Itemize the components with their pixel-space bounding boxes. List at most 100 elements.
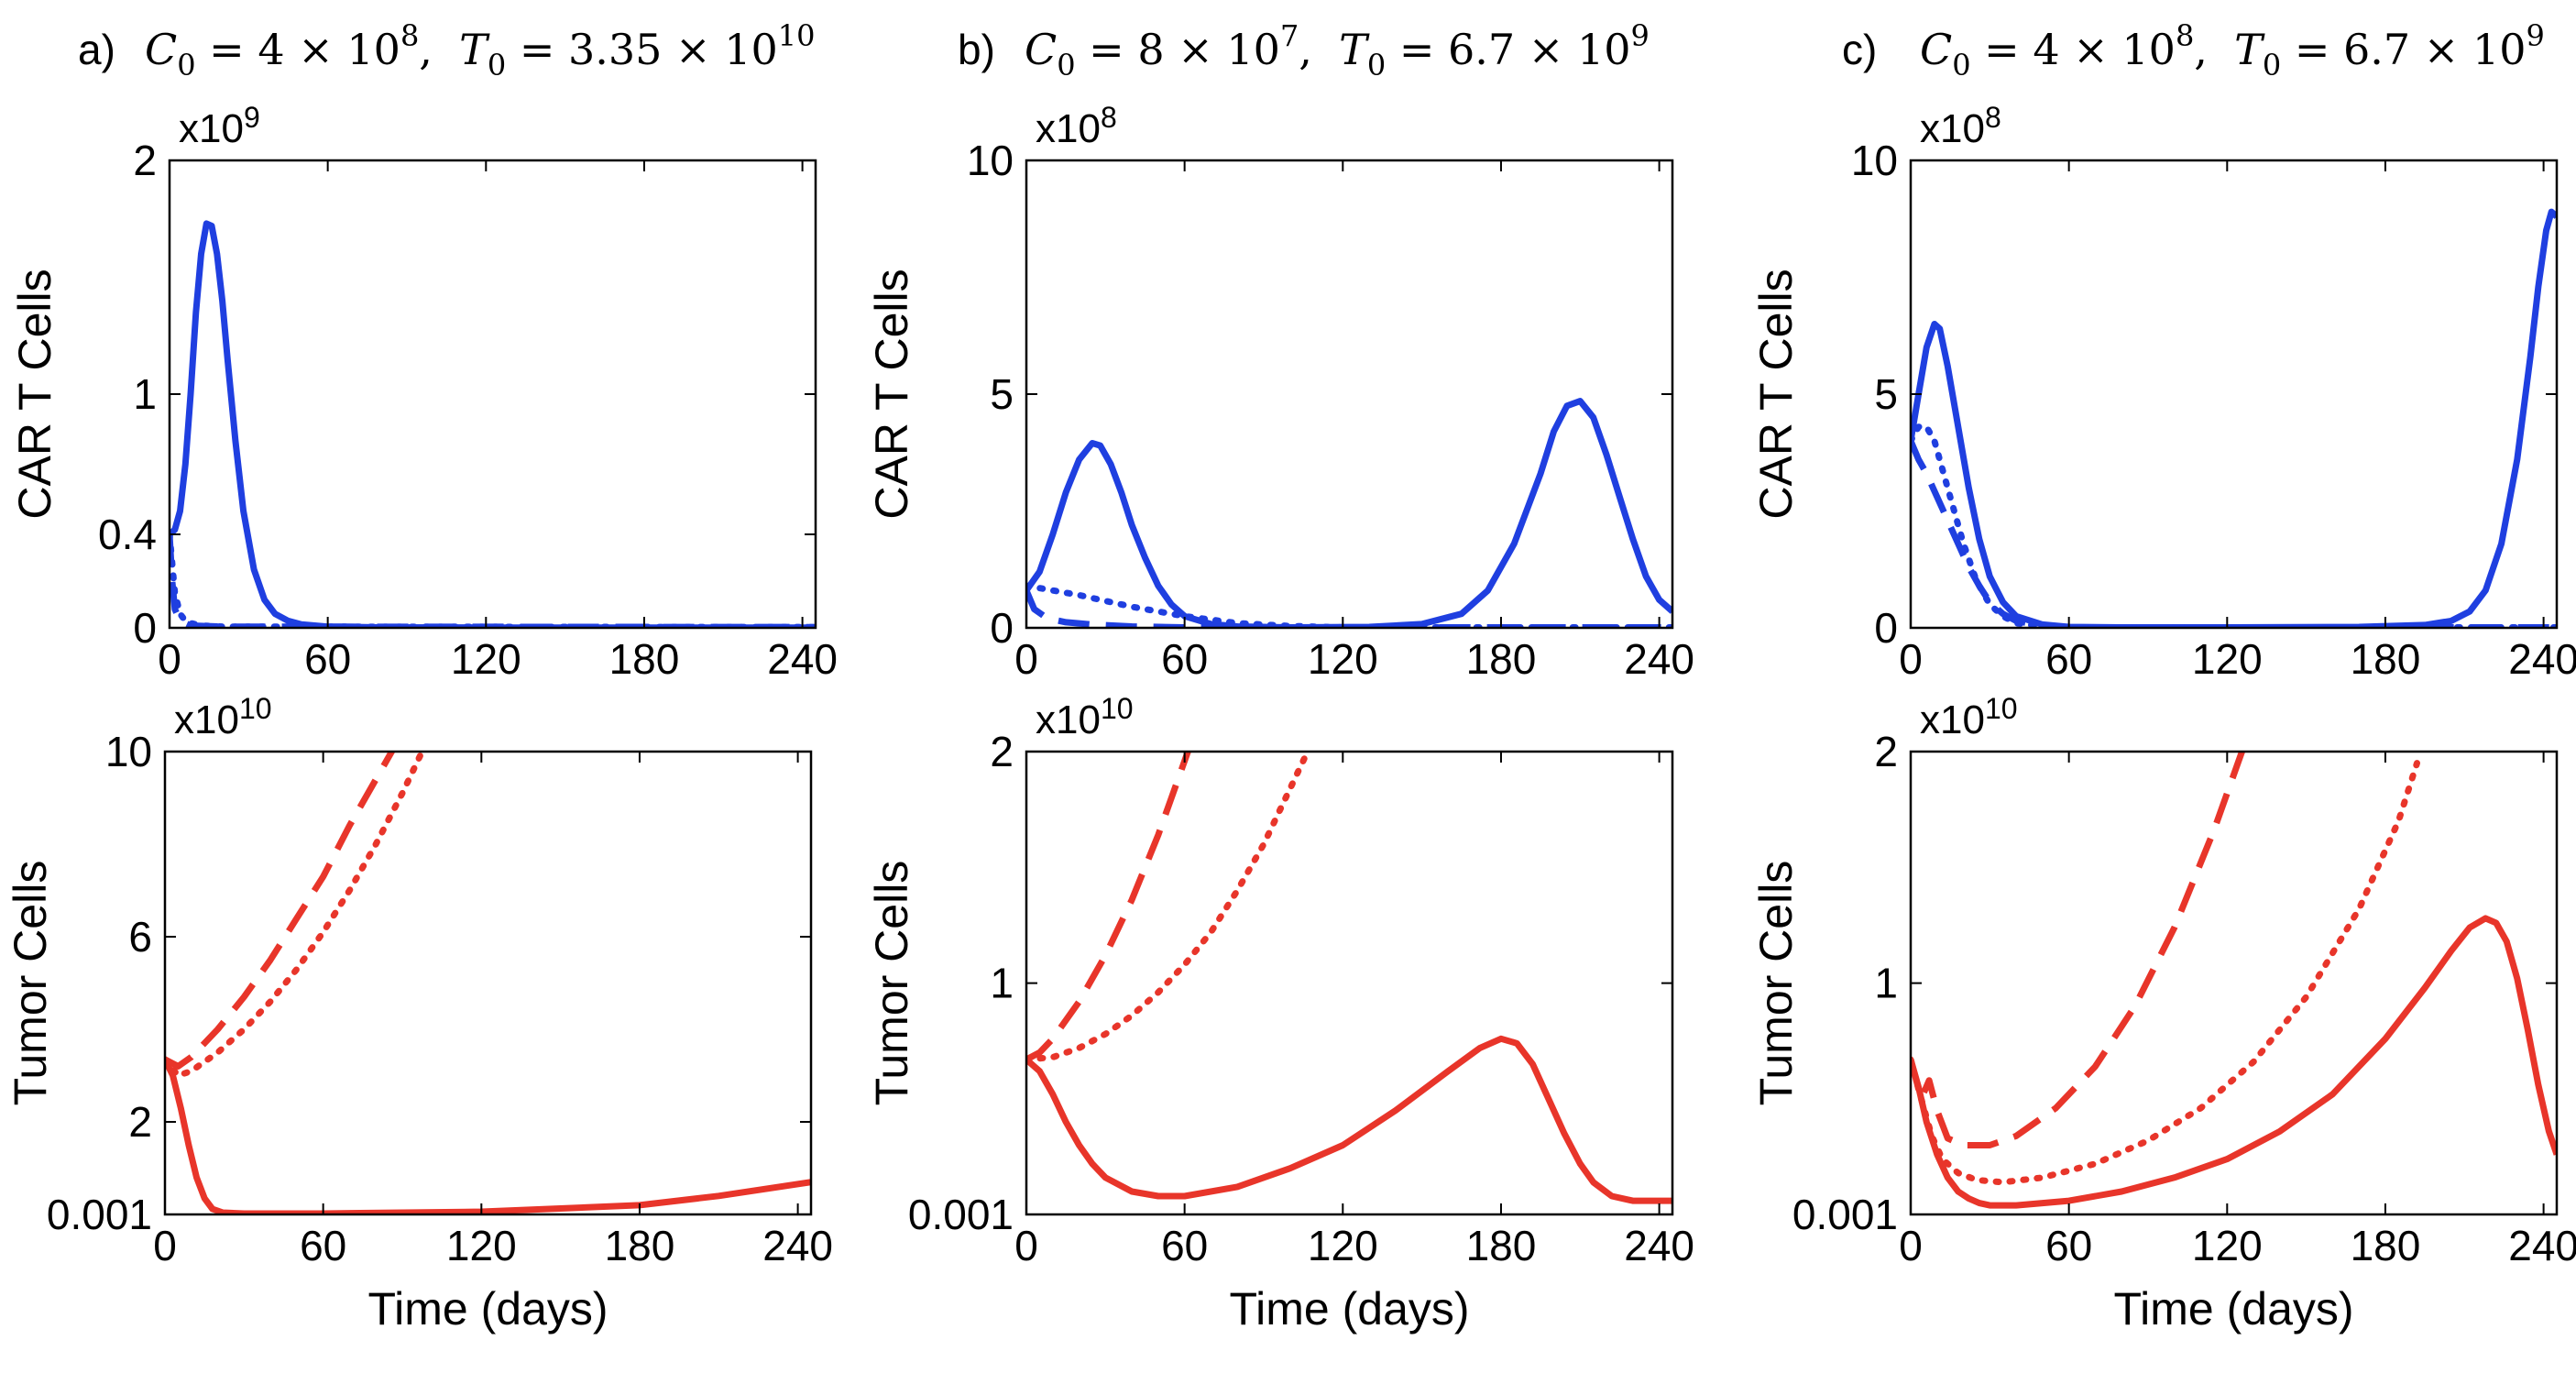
series-solid (1911, 915, 2557, 1209)
x-tick-label: 120 (1308, 1222, 1378, 1269)
multiplier-exponent: 9 (244, 101, 260, 134)
multiplier-exponent: 8 (1101, 101, 1117, 134)
y-tick-label: 1 (133, 370, 157, 418)
x-tick-label: 60 (2045, 1222, 2092, 1269)
title-t-exponent: 9 (2526, 18, 2544, 53)
title-c-subscript: 0 (177, 48, 195, 82)
panel-title: C0 = 4 × 108, T0 = 6.7 × 109 (1920, 18, 2545, 82)
title-t-value: = 6.7 × 10 (2281, 25, 2526, 74)
y-axis-label: Tumor Cells (5, 861, 56, 1106)
y-tick-label: 1 (990, 960, 1014, 1007)
series-group (1026, 752, 1672, 1204)
series-dashed (1026, 752, 1191, 1063)
y-tick-label: 2 (990, 728, 1014, 775)
x-tick-label: 240 (1624, 635, 1694, 683)
x-tick-label: 60 (1161, 1222, 1208, 1269)
x-tick-label: 60 (300, 1222, 346, 1269)
title-t-exponent: 9 (1630, 18, 1649, 53)
title-t-subscript: 0 (1367, 48, 1386, 82)
multiplier-exponent: 10 (239, 692, 272, 725)
y-axis-label: CAR T Cells (9, 269, 60, 519)
title-c-exponent: 7 (1280, 18, 1299, 53)
x-tick-label: 180 (2351, 635, 2421, 683)
multiplier-base: x10 (179, 106, 244, 151)
multiplier-exponent: 8 (1985, 101, 2001, 134)
axis-multiplier: x108 (1920, 101, 2001, 151)
series-dotted (1026, 752, 1311, 1063)
chart-b-car: 0 60 120 180 240 0 5 10 x108 CAR T Cells (866, 101, 1694, 683)
y-tick-label: 10 (105, 728, 152, 775)
y-tick-label: 6 (128, 913, 152, 961)
multiplier-exponent: 10 (1101, 692, 1134, 725)
series-dashed (170, 533, 816, 628)
x-tick-label: 120 (2192, 1222, 2263, 1269)
title-t-value: = 6.7 × 10 (1386, 25, 1630, 74)
x-tick-label: 0 (1014, 635, 1038, 683)
series-solid (170, 220, 816, 628)
y-axis-label: CAR T Cells (1750, 269, 1802, 519)
plot-frame (1025, 750, 1674, 1216)
series-group (165, 752, 811, 1214)
series-solid (165, 1058, 811, 1214)
axis-multiplier: x109 (179, 101, 260, 151)
x-tick-label: 180 (605, 1222, 675, 1269)
x-axis-label: Time (days) (2113, 1283, 2353, 1335)
y-axis-label: Tumor Cells (866, 861, 917, 1106)
chart-a-car: 0 60 120 180 240 0 0.4 1 2 x109 CAR T Cells (9, 101, 838, 683)
y-tick-label: 5 (1874, 370, 1898, 418)
x-tick-label: 0 (158, 635, 181, 683)
y-tick-label: 0.001 (908, 1191, 1014, 1238)
series-solid (1026, 398, 1672, 628)
series-dashed (165, 752, 396, 1070)
x-tick-label: 120 (2192, 635, 2263, 683)
title-t-symbol: T (1339, 25, 1370, 74)
axis-multiplier: x1010 (174, 692, 272, 742)
y-tick-label: 0 (133, 604, 157, 652)
title-c-symbol: C (1025, 25, 1057, 74)
series-group (1026, 398, 1672, 628)
x-tick-label: 240 (1624, 1222, 1694, 1269)
panel-label: b) (958, 26, 995, 73)
series-dotted (165, 752, 426, 1079)
y-axis-label: Tumor Cells (1750, 861, 1802, 1106)
plot-frame (1909, 159, 2559, 630)
plot-frame (1909, 750, 2559, 1216)
title-separator: , (1299, 25, 1339, 74)
x-tick-label: 240 (2508, 1222, 2576, 1269)
panel-titles: a) C0 = 4 × 108, T0 = 3.35 × 1010 b) C0 = 8… (78, 18, 2545, 82)
title-c-value: = 4 × 10 (196, 25, 400, 74)
title-c-symbol: C (145, 25, 177, 74)
x-tick-label: 240 (2508, 635, 2576, 683)
series-dotted (170, 531, 816, 628)
axis-multiplier: x1010 (1920, 692, 2018, 742)
title-t-symbol: T (459, 25, 490, 74)
title-c-subscript: 0 (1952, 48, 1970, 82)
y-tick-label: 10 (1851, 137, 1898, 184)
title-c-value: = 4 × 10 (1971, 25, 2176, 74)
series-solid (1026, 1035, 1672, 1204)
series-dotted (1911, 423, 2557, 628)
x-tick-label: 0 (153, 1222, 177, 1269)
series-dashed (1911, 752, 2246, 1148)
title-t-value: = 3.35 × 10 (506, 25, 778, 74)
y-tick-label: 10 (967, 137, 1014, 184)
multiplier-exponent: 10 (1985, 692, 2018, 725)
x-tick-label: 0 (1899, 1222, 1923, 1269)
x-tick-label: 60 (304, 635, 351, 683)
chart-c-car: 0 60 120 180 240 0 5 10 x108 CAR T Cells (1750, 101, 2576, 683)
title-separator: , (419, 25, 459, 74)
panel-label: c) (1842, 26, 1877, 73)
chart-c-tumor: 0 60 120 180 240 0.001 1 2 x1010 Tumor Cells Time … (1750, 692, 2576, 1335)
multiplier-base: x10 (1036, 106, 1101, 151)
title-t-subscript: 0 (2263, 48, 2281, 82)
title-t-symbol: T (2234, 25, 2265, 74)
plot-frame (168, 159, 817, 630)
x-tick-label: 180 (609, 635, 680, 683)
x-tick-label: 180 (2351, 1222, 2421, 1269)
series-solid (1911, 208, 2557, 628)
y-tick-label: 1 (1874, 960, 1898, 1007)
x-tick-label: 0 (1014, 1222, 1038, 1269)
x-tick-label: 0 (1899, 635, 1923, 683)
